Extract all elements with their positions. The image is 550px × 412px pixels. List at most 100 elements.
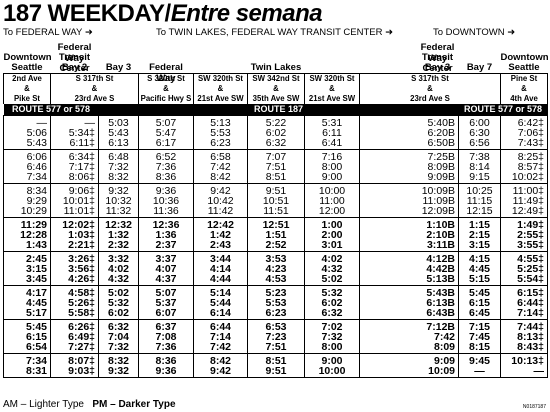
cross-street-line: 23rd Ave S: [410, 94, 450, 103]
legend: AM – Lighter Type PM – Darker Type: [3, 399, 176, 410]
direction-left: To FEDERAL WAY ➜: [3, 27, 93, 38]
departure-time: 9:42: [209, 365, 231, 377]
departure-time: 5:31: [321, 117, 343, 129]
departure-time: 5:17: [25, 307, 47, 319]
departure-time: 2:15: [468, 229, 490, 241]
departure-time: 10:13‡: [511, 355, 544, 367]
departure-time: 6:14: [209, 307, 231, 319]
departure-time: 8:57‡: [517, 161, 544, 173]
departure-time: 4:53: [265, 273, 287, 285]
cross-street-line: Pike St: [13, 94, 40, 103]
departure-time: 6:43B: [426, 307, 455, 319]
timetable: Downtown Seattle Federal Way Transit Center…: [3, 40, 549, 378]
departure-time: 5:45: [25, 321, 47, 333]
departure-time: 6:02: [321, 297, 343, 309]
departure-time: 5:07: [155, 117, 177, 129]
departure-time: 9:51: [265, 185, 287, 197]
departure-time: 10:00: [318, 365, 346, 377]
departure-time: 4:55‡: [517, 253, 544, 265]
departure-time: 3:11B: [426, 239, 455, 251]
departure-time: 9:03‡: [68, 365, 95, 377]
departure-time: 7:34: [25, 355, 47, 367]
column-header-line: Bay 2: [61, 62, 88, 73]
time-cell: 5:31 6:11 6:41: [304, 115, 360, 150]
departure-time: 10:09: [428, 365, 455, 377]
time-cell: —5:06 5:43: [3, 115, 51, 150]
spanish-label: Entre semana: [170, 0, 323, 27]
time-cell: 9:09 10:09: [359, 353, 459, 378]
time-cell: 4:15 4:45 5:15: [458, 251, 501, 286]
departure-time: 8:25‡: [517, 151, 544, 163]
departure-time: 4:44: [209, 273, 231, 285]
departure-time: 6:07: [155, 307, 177, 319]
cross-street-line: Pacific Hwy S: [140, 94, 192, 103]
departure-time: 3:32: [107, 253, 129, 265]
departure-time: 5:13: [210, 117, 231, 129]
departure-time: 10:02‡: [511, 171, 544, 183]
time-cell: 7:07 7:51 8:51: [247, 149, 305, 184]
time-cell: 5:23 5:53 6:23: [247, 285, 305, 320]
time-cell: 7:12B 7:42 8:09: [359, 319, 459, 354]
departure-time: 7:06‡: [517, 127, 544, 139]
departure-time: 9:09: [433, 355, 455, 367]
cross-street: S 317th St & 23rd Ave S: [50, 73, 139, 104]
departure-time: 5:03: [108, 117, 129, 129]
cross-street: 2nd Ave & Pike St: [3, 73, 51, 104]
cross-street-line: 2nd Ave: [12, 74, 42, 83]
departure-time: 7:51: [265, 341, 287, 353]
cross-street-line: SW 320th St: [309, 74, 355, 83]
departure-time: 5:07: [155, 287, 177, 299]
departure-time: 12:28: [20, 229, 47, 241]
cross-street-line: 21st Ave SW: [308, 94, 356, 103]
time-cell: 1:15 2:15 3:15: [458, 217, 501, 252]
column-header-line: Federal Way: [420, 42, 455, 64]
cross-street-line: &: [24, 84, 30, 93]
departure-time: 5:43: [108, 127, 129, 139]
departure-time: 1:15: [468, 219, 490, 231]
time-cell: 5:07 5:37 6:07: [138, 285, 194, 320]
cross-street-line: 23rd Ave S: [74, 94, 115, 103]
departure-time: 2:52: [265, 239, 287, 251]
departure-time: 5:06: [26, 127, 47, 139]
time-cell: —5:34‡ 6:11‡: [50, 115, 99, 150]
departure-time: 10:36: [152, 195, 180, 207]
departure-time: 7:32: [321, 331, 343, 343]
departure-time: 12:09B: [421, 205, 455, 217]
departure-time: 5:43B: [426, 287, 455, 299]
departure-time: 1:36: [155, 229, 177, 241]
departure-time: 3:26‡: [68, 253, 95, 265]
departure-time: 6:42‡: [517, 117, 544, 129]
time-cell: 8:32 9:32: [98, 353, 139, 378]
departure-time: 5:45: [468, 287, 490, 299]
time-cell: 5:13 5:53 6:23: [193, 115, 248, 150]
time-cell: 6:37 7:08 7:36: [138, 319, 194, 354]
departure-time: 5:43: [26, 137, 47, 149]
time-cell: 6:53 7:23 7:51: [247, 319, 305, 354]
time-cell: 3:53 4:23 4:53: [247, 251, 305, 286]
column-header: [305, 40, 360, 74]
departure-time: 10:25: [466, 185, 493, 197]
time-cell: 6:32 7:04 7:32: [98, 319, 139, 354]
departure-time: 11:32: [105, 205, 132, 217]
cross-street-line: 4th Ave: [510, 94, 538, 103]
departure-time: —: [84, 117, 96, 129]
column-header-line: Downtown: [500, 52, 549, 63]
departure-time: 6:26‡: [68, 321, 95, 333]
departure-time: 6:17: [155, 137, 177, 149]
departure-time: 6:34‡: [68, 151, 95, 163]
departure-time: 5:44: [209, 297, 231, 309]
time-cell: 10:00 11:00 12:00: [304, 183, 360, 218]
cross-street-line: Pine St: [510, 74, 538, 83]
time-cell: 6:52 7:36 8:36: [138, 149, 194, 184]
direction-right: To DOWNTOWN ➜: [433, 27, 516, 38]
departure-time: 12:02‡: [62, 219, 95, 231]
column-header: Bay 7: [459, 40, 501, 74]
departure-time: 11:42: [207, 205, 234, 217]
departure-time: 4:58‡: [68, 287, 95, 299]
column-header-line: Bay 7: [466, 62, 493, 73]
departure-time: 7:27‡: [68, 341, 95, 353]
time-cell: 5:07 5:47 6:17: [138, 115, 194, 150]
time-cell: 6:06 6:46 7:34: [3, 149, 51, 184]
departure-time: 5:02: [321, 273, 343, 285]
cross-street-line: &: [217, 84, 224, 93]
